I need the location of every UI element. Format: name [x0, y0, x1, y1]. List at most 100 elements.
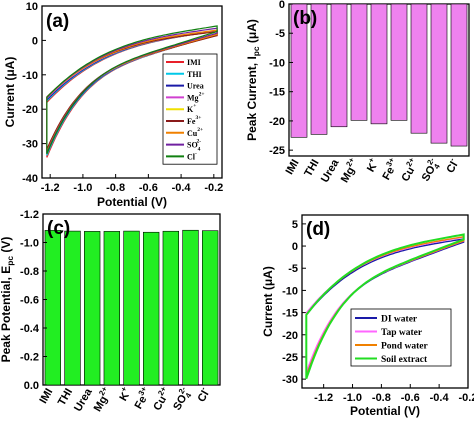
y-tick-label: -25 [269, 145, 285, 157]
y-axis-label: Current (μA) [3, 57, 17, 128]
bar [330, 3, 348, 128]
plot-frame [301, 214, 469, 389]
legend-label: Pond water [381, 342, 428, 352]
x-tick-label: SO42- [417, 156, 443, 185]
panel-a: 10 0 -10 -20 -30 -40-1.2 -1.0 -0.8 -0.6 -0.4 -0.2 P… [3, 1, 223, 209]
x-tick-label: Urea [319, 157, 342, 185]
y-tick-label: -40 [22, 173, 38, 185]
bar [310, 3, 328, 135]
bar [162, 230, 179, 386]
bar [84, 231, 101, 386]
x-tick-label: -0.4 [430, 392, 450, 404]
y-tick-label: -25 [282, 352, 298, 364]
plot-frame [41, 5, 223, 179]
bar [143, 231, 160, 386]
y-axis-label: Peak Current, Ipc (μA) [245, 19, 261, 141]
x-tick-label: K+ [362, 156, 381, 175]
y-tick-label: -20 [269, 116, 285, 128]
x-tick-label: IMI [284, 158, 302, 177]
x-tick-label: -0.8 [372, 392, 391, 404]
y-tick-label: -30 [282, 374, 298, 386]
x-axis-label: Potential (V) [350, 404, 420, 418]
x-tick-label: K+ [115, 385, 134, 404]
y-tick-label: -0.8 [20, 266, 39, 278]
legend-label: Urea [187, 82, 204, 91]
y-axis-label: Current (μA) [261, 266, 275, 337]
x-tick-label: Cu2+ [397, 156, 422, 184]
y-tick-label: -20 [282, 330, 298, 342]
y-tick-label: 0 [292, 241, 298, 253]
legend-label: DI water [381, 315, 418, 325]
bar [290, 3, 308, 138]
y-tick-label: -10 [22, 70, 38, 82]
y-axis-label: Peak Potential, Epc (V) [0, 237, 15, 363]
bar [350, 3, 368, 121]
legend-label: Tap water [381, 328, 423, 338]
legend-label: Mg2+ [187, 91, 205, 102]
y-tick-label: 0 [279, 0, 285, 11]
panel-label: (c) [47, 218, 70, 239]
bar [430, 3, 448, 144]
legend-label: THI [187, 70, 202, 79]
legend-label: Cu2+ [187, 127, 203, 138]
bar [450, 3, 468, 147]
panel-d: 5 0 -5 -10 -15 -20 -25 -30 -1.2 -1.0 -0.8 -0.6 -0.4-… [261, 214, 474, 418]
panel-label: (d) [306, 219, 330, 240]
x-axis-label: Potential (V) [97, 195, 167, 209]
y-tick-label: -20 [22, 104, 38, 116]
y-tick-label: -10 [269, 57, 285, 69]
series-line [46, 25, 218, 155]
x-tick-label: -0.4 [172, 182, 192, 194]
x-tick-label: -1.2 [41, 182, 60, 194]
x-tick-label: -1.0 [343, 392, 362, 404]
y-tick-label: -30 [22, 139, 38, 151]
y-tick-label: -15 [269, 87, 285, 99]
bar [44, 230, 62, 386]
x-tick-label: -0.6 [139, 182, 158, 194]
panel-label: (b) [293, 8, 317, 29]
y-tick-label: -1.0 [20, 238, 39, 250]
x-tick-label: -0.2 [204, 182, 223, 194]
legend-label: Soil extract [381, 355, 428, 365]
legend-label: Cl- [187, 150, 197, 161]
x-tick-label: Urea [72, 386, 95, 414]
y-tick-label: -1.2 [20, 209, 39, 221]
legend-label: K+ [187, 103, 196, 114]
legend-label: SO42- [187, 139, 201, 153]
y-tick-label: -0.2 [20, 352, 39, 364]
x-tick-label: -0.8 [106, 182, 125, 194]
bar [410, 3, 428, 134]
legend-label: IMI [187, 58, 201, 67]
x-tick-label: -0.6 [401, 392, 420, 404]
x-tick-label: IMI [37, 387, 55, 406]
bar [202, 230, 219, 386]
x-tick-label: Cl- [442, 156, 462, 176]
x-tick-label: Mg2+ [336, 156, 362, 185]
series-line [305, 233, 465, 380]
y-tick-label: -5 [288, 263, 298, 275]
y-tick-label: 0.0 [24, 380, 39, 392]
y-tick-label: -10 [282, 285, 298, 297]
x-tick-label: Mg2+ [89, 385, 115, 414]
y-tick-label: -5 [275, 28, 285, 40]
y-tick-label: 0 [32, 35, 38, 47]
bar [64, 230, 81, 386]
panel-label: (a) [46, 11, 69, 32]
x-tick-label: THI [302, 158, 321, 179]
bar [182, 229, 199, 386]
y-tick-label: 10 [26, 1, 38, 13]
y-tick-label: -0.4 [20, 323, 40, 335]
y-tick-label: -0.6 [20, 295, 39, 307]
x-tick-label: SO42- [169, 385, 195, 414]
y-tick-label: -15 [282, 308, 298, 320]
legend-label: Fe3+ [187, 115, 201, 126]
bar [123, 230, 140, 386]
bar [103, 231, 121, 386]
x-tick-label: THI [56, 387, 75, 408]
x-tick-label: -1.0 [73, 182, 92, 194]
x-tick-label: -0.2 [459, 392, 474, 404]
x-tick-label: -1.2 [314, 392, 333, 404]
